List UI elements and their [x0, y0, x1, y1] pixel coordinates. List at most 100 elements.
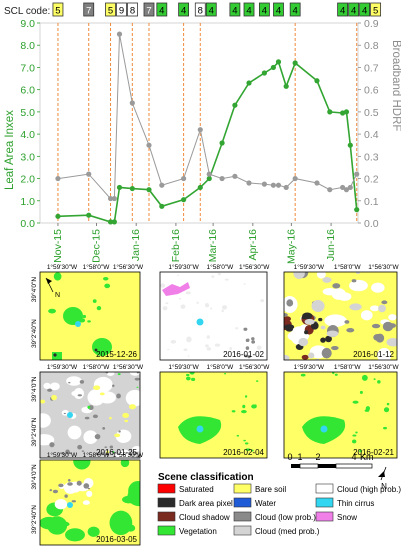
data-point: [159, 203, 165, 209]
x-tick-label: Apr-16: [247, 229, 259, 261]
data-point: [270, 182, 276, 188]
data-point: [246, 80, 252, 86]
data-point: [206, 175, 212, 182]
scl-code-box: [143, 2, 155, 17]
map-date-label: 2016-02-04: [223, 448, 264, 457]
legend-swatch: [233, 483, 252, 494]
map-lat-label: 39°2'40"N: [30, 319, 38, 348]
map-lat-label: 39°2'40"N: [30, 505, 38, 534]
scale-tick-4: 4: [351, 452, 356, 462]
data-point: [159, 182, 165, 188]
map-lon-label: 1°56'30"W: [239, 263, 270, 271]
map-panels: 1°59'30"W 1°58'0"W 1°56'30"W 39°4'0"N 39°2'4…: [30, 263, 399, 546]
scl-code-box: [194, 2, 206, 17]
data-point: [261, 70, 267, 76]
y-tick-left-label: 2.0: [20, 174, 35, 186]
x-tick-label: Feb-16: [170, 229, 182, 262]
data-point: [314, 78, 320, 84]
legend-label: Bare soil: [255, 485, 286, 494]
map-lon-label: 1°56'30"W: [113, 451, 144, 459]
data-point: [129, 100, 135, 106]
legend-title: Scene classification: [158, 472, 254, 483]
map-panel: 1°59'30"W 1°58'0"W 1°56'30"W 2016-01-02: [159, 263, 270, 361]
y-tick-right-label: 0.0: [364, 218, 379, 230]
legend-label: Cloud shadow: [179, 513, 230, 522]
scl-code-box: [127, 2, 138, 17]
y-axis-left-label: Leaf Area Inxex: [4, 110, 16, 190]
map-lon-label: 1°59'30"W: [47, 363, 78, 371]
map-lat-label: 39°2'40"N: [30, 417, 38, 446]
map-lon-label: 1°56'30"W: [113, 263, 144, 271]
scl-code-box: [83, 2, 95, 17]
data-point: [347, 142, 353, 148]
acquisition-dashed-lines: [57, 23, 358, 223]
scale-tick-1: 1: [297, 452, 302, 462]
y-tick-right-label: 0.1: [364, 196, 379, 208]
y-tick-right-label: 0.5: [364, 107, 379, 119]
legend-swatch: [157, 497, 176, 508]
legend-item: Vegetation: [157, 525, 217, 536]
data-point: [354, 207, 360, 213]
y-tick-left-label: 6.0: [20, 85, 35, 97]
legend-swatch: [233, 511, 252, 522]
legend-label: Snow: [337, 513, 357, 522]
scl-code-value: 4: [209, 6, 214, 17]
scl-code-box: [370, 2, 382, 17]
y-tick-left-label: 0.0: [20, 218, 35, 230]
y-tick-right-label: 0.7: [364, 62, 379, 74]
data-point: [340, 184, 346, 191]
data-point: [107, 219, 114, 225]
scl-code-label: SCL code:: [4, 6, 50, 17]
y-tick-left-label: 7.0: [20, 62, 35, 74]
scl-code-box: [243, 2, 255, 17]
legend-label: Water: [255, 499, 276, 508]
legend-label: Cloud (high prob.): [337, 485, 401, 494]
plot-frame: [39, 22, 359, 224]
y-tick-left-label: 5.0: [20, 107, 35, 119]
data-point: [327, 109, 333, 115]
scl-code-box: [52, 2, 64, 17]
map-panel: 1°59'30"W 1°58'0"W 1°56'30"W 39°4'0"N 39°2'4…: [30, 263, 144, 361]
legend-item: Snow: [315, 511, 357, 522]
scl-code-value: 4: [232, 6, 237, 17]
map-lon-label: 1°58'0"W: [83, 363, 111, 371]
scl-code-value: 4: [159, 6, 164, 17]
series: [55, 31, 360, 225]
legend-swatch: [157, 511, 176, 522]
scl-code-value: 7: [146, 6, 151, 17]
data-point: [111, 195, 117, 202]
data-point: [292, 175, 298, 182]
legend-label: Dark area pixel: [179, 499, 233, 508]
map-lon-label: 1°58'0"W: [334, 363, 362, 371]
y-tick-right-label: 0.6: [364, 85, 379, 97]
scale-tick-2: 2: [315, 452, 320, 462]
map-panel: 1°59'30"W 1°58'0"W 1°56'30"W 39°4'0"N 39°2'4…: [30, 451, 144, 546]
legend-label: Saturated: [179, 485, 214, 494]
scl-code-value: 5: [55, 6, 60, 17]
map-lat-label: 39°4'0"N: [30, 376, 38, 402]
x-tick-label: Dec-15: [90, 229, 102, 263]
data-point: [86, 212, 92, 218]
data-point: [181, 175, 187, 182]
x-tick-label: Jan-16: [130, 229, 142, 261]
legend-swatch: [315, 497, 334, 508]
data-point: [107, 195, 114, 202]
legend-item: Cloud (med prob.): [233, 525, 320, 536]
map-panel: 1°59'30"W 1°58'0"W 1°56'30"W 2016-01-12: [283, 263, 399, 361]
legend-item: Cloud (low prob.): [233, 511, 316, 522]
data-point: [232, 102, 238, 108]
scale-tick-0: 0: [287, 452, 292, 462]
data-point: [275, 182, 282, 188]
data-point: [283, 184, 289, 191]
x-tick-label: Mar-16: [207, 229, 219, 262]
series-line: [57, 60, 358, 223]
scale-north-label: N: [381, 482, 387, 491]
scl-code-value: 8: [198, 6, 203, 17]
scl-code-value: 4: [351, 6, 356, 17]
scale-bar: 0 1 2 4 Km N: [287, 452, 387, 491]
scl-code-box: [156, 2, 168, 17]
map-date-label: 2016-01-25: [96, 448, 137, 457]
scl-code-box: [359, 2, 371, 17]
